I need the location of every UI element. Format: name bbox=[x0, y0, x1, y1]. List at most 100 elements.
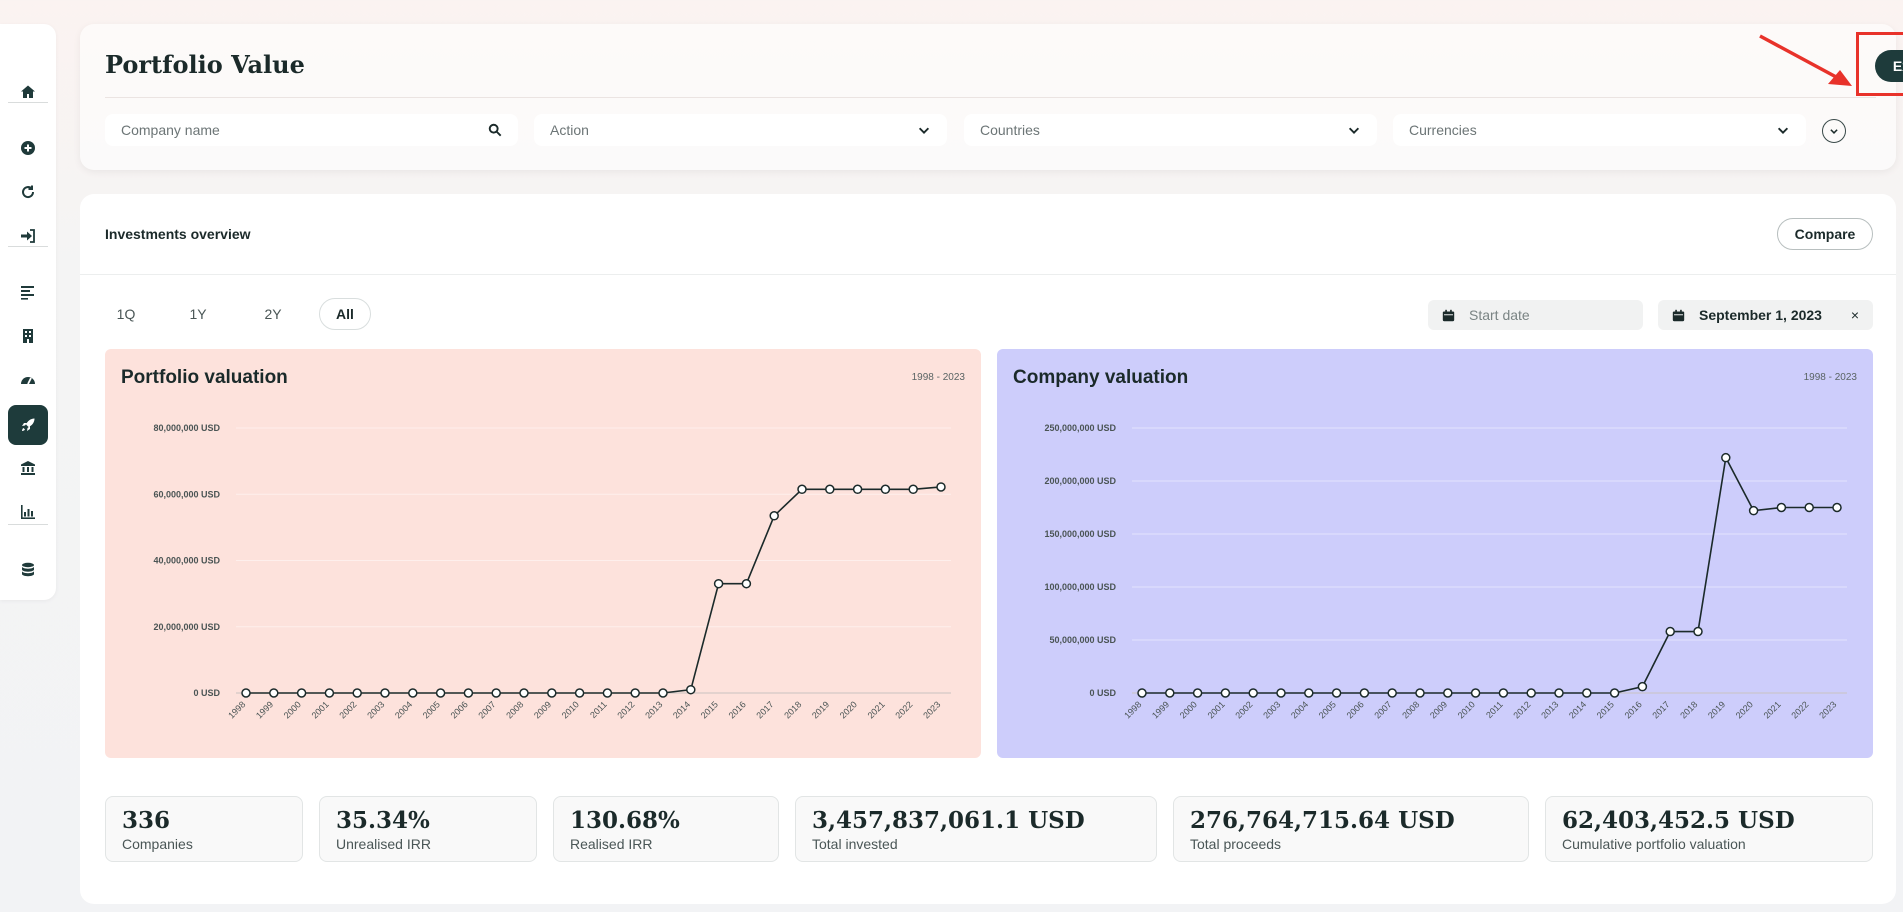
x-tick-label: 2019 bbox=[1706, 699, 1727, 720]
data-point bbox=[1498, 688, 1509, 698]
stat-card-total-proceeds: 276,764,715.64 USD Total proceeds bbox=[1173, 796, 1529, 862]
x-tick-label: 2000 bbox=[282, 699, 303, 720]
refresh-icon[interactable] bbox=[8, 172, 48, 212]
chart-icon[interactable] bbox=[8, 492, 48, 532]
stat-value: 276,764,715.64 USD bbox=[1190, 807, 1455, 834]
dashboard-icon[interactable] bbox=[8, 360, 48, 400]
x-tick-label: 2022 bbox=[1789, 699, 1810, 720]
company-valuation-chart: Company valuation 1998 - 2023 0 USD 50,00… bbox=[997, 349, 1873, 758]
currencies-select[interactable]: Currencies bbox=[1393, 114, 1806, 146]
x-tick-label: 1998 bbox=[1122, 699, 1143, 720]
countries-select[interactable]: Countries bbox=[964, 114, 1377, 146]
data-point bbox=[1137, 688, 1147, 698]
chevron-down-icon bbox=[918, 127, 930, 134]
x-tick-label: 2003 bbox=[365, 699, 386, 720]
data-point bbox=[1331, 688, 1342, 698]
x-tick-label: 2021 bbox=[1762, 699, 1783, 720]
data-point bbox=[880, 484, 891, 495]
period-tab-all[interactable]: All bbox=[319, 298, 371, 330]
data-point bbox=[658, 688, 668, 698]
y-tick-label: 150,000,000 USD bbox=[1044, 529, 1116, 539]
action-select-label: Action bbox=[550, 122, 589, 138]
data-point bbox=[1443, 688, 1453, 698]
data-point bbox=[769, 511, 779, 521]
x-tick-label: 2009 bbox=[532, 699, 553, 720]
y-tick-label: 100,000,000 USD bbox=[1044, 582, 1116, 592]
end-date-input[interactable]: September 1, 2023 × bbox=[1658, 300, 1873, 330]
period-tab-2y[interactable]: 2Y bbox=[264, 306, 282, 322]
section-divider bbox=[80, 274, 1896, 275]
y-tick-label: 40,000,000 USD bbox=[153, 556, 220, 566]
data-point bbox=[797, 484, 807, 495]
x-tick-label: 2007 bbox=[476, 699, 497, 720]
investments-overview-card: Investments overview Compare 1Q 1Y 2Y Al… bbox=[80, 194, 1896, 904]
data-point bbox=[463, 688, 474, 698]
data-point bbox=[574, 688, 585, 698]
building-icon[interactable] bbox=[8, 316, 48, 356]
portfolio-valuation-plot: 0 USD 20,000,000 USD 40,000,000 USD 60,000,… bbox=[153, 423, 951, 721]
clear-date-icon[interactable]: × bbox=[1850, 307, 1859, 323]
data-point bbox=[741, 578, 752, 589]
period-tab-1y[interactable]: 1Y bbox=[189, 306, 207, 322]
data-point bbox=[1776, 502, 1787, 513]
data-point bbox=[1554, 688, 1564, 698]
x-tick-label: 2023 bbox=[1817, 699, 1838, 720]
period-tab-1q[interactable]: 1Q bbox=[116, 306, 136, 322]
data-point bbox=[519, 688, 529, 698]
y-tick-label: 250,000,000 USD bbox=[1044, 423, 1116, 433]
x-tick-label: 2022 bbox=[893, 699, 914, 720]
y-tick-label: 20,000,000 USD bbox=[153, 622, 220, 632]
x-tick-label: 2008 bbox=[504, 699, 525, 720]
company-search-input[interactable]: Company name bbox=[105, 114, 518, 146]
data-point bbox=[1470, 688, 1481, 698]
data-point bbox=[936, 482, 946, 492]
chevron-down-icon bbox=[1348, 127, 1360, 134]
export-button[interactable]: Export bbox=[1875, 50, 1903, 82]
x-tick-label: 2004 bbox=[393, 699, 414, 720]
x-tick-label: 2009 bbox=[1428, 699, 1449, 720]
data-point bbox=[1637, 681, 1648, 692]
data-point bbox=[1582, 688, 1592, 698]
data-point bbox=[1359, 688, 1370, 698]
home-icon[interactable] bbox=[8, 72, 48, 112]
start-date-input[interactable]: Start date bbox=[1428, 300, 1643, 330]
database-icon[interactable] bbox=[8, 550, 48, 590]
stat-label: Total proceeds bbox=[1190, 836, 1282, 852]
export-highlight-box: Export bbox=[1856, 32, 1903, 96]
rocket-icon[interactable] bbox=[8, 405, 48, 445]
expand-filters-button[interactable] bbox=[1822, 119, 1846, 143]
data-point bbox=[1276, 688, 1286, 698]
y-tick-label: 80,000,000 USD bbox=[153, 423, 220, 433]
header-divider bbox=[105, 97, 1876, 98]
x-tick-label: 2006 bbox=[1345, 699, 1366, 720]
x-tick-label: 2001 bbox=[310, 699, 331, 720]
add-circle-icon[interactable] bbox=[8, 128, 48, 168]
x-tick-label: 2016 bbox=[1623, 699, 1644, 720]
bank-icon[interactable] bbox=[8, 448, 48, 488]
data-point bbox=[908, 484, 918, 495]
x-tick-label: 2012 bbox=[615, 699, 636, 720]
list-icon[interactable] bbox=[8, 272, 48, 312]
x-tick-label: 2005 bbox=[1317, 699, 1338, 720]
data-point bbox=[1804, 502, 1814, 513]
data-point bbox=[1387, 688, 1397, 698]
compare-button[interactable]: Compare bbox=[1777, 218, 1873, 250]
y-tick-label: 0 USD bbox=[193, 688, 220, 698]
x-tick-label: 2006 bbox=[449, 699, 470, 720]
annotation-arrow-icon bbox=[1759, 34, 1852, 86]
series-line bbox=[1142, 455, 1837, 694]
stat-value: 3,457,837,061.1 USD bbox=[812, 807, 1085, 834]
action-select[interactable]: Action bbox=[534, 114, 947, 146]
data-point bbox=[435, 688, 446, 698]
y-tick-label: 60,000,000 USD bbox=[153, 489, 220, 499]
data-point bbox=[1665, 626, 1675, 637]
data-point bbox=[686, 684, 696, 695]
data-point bbox=[547, 688, 557, 698]
data-point bbox=[1832, 502, 1842, 513]
y-tick-label: 200,000,000 USD bbox=[1044, 476, 1116, 486]
search-icon[interactable] bbox=[488, 123, 502, 137]
x-tick-label: 2014 bbox=[671, 699, 692, 720]
sign-in-icon[interactable] bbox=[8, 216, 48, 256]
data-point bbox=[1248, 688, 1258, 698]
stat-card-cumulative-valuation: 62,403,452.5 USD Cumulative portfolio va… bbox=[1545, 796, 1873, 862]
